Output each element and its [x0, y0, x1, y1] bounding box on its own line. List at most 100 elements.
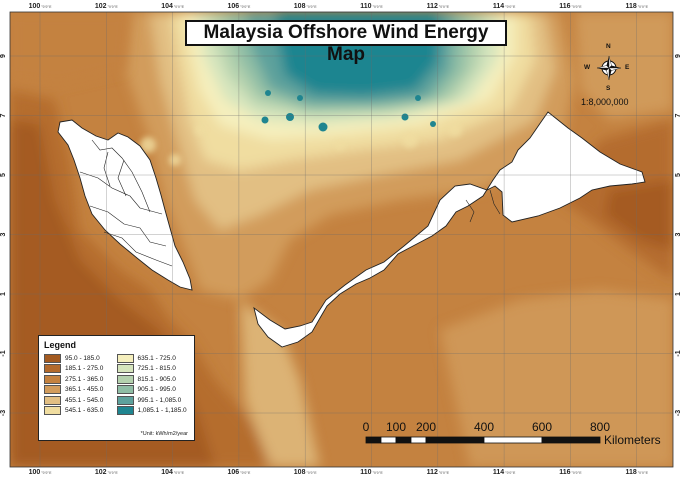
legend-label: 995.1 - 1,085.0 — [137, 396, 182, 404]
longitude-tick-label: 106°0'0"E — [227, 469, 250, 476]
legend-item: 455.1 - 545.0 — [44, 395, 117, 406]
longitude-tick-label: 102°0'0"E — [95, 469, 118, 476]
legend-item: 995.1 - 1,085.0 — [116, 395, 190, 406]
latitude-tick-label: 5 — [0, 173, 7, 177]
legend-unit-note: *Unit: kWh/m2/year — [140, 431, 188, 437]
legend-label: 545.1 - 635.0 — [65, 407, 104, 415]
latitude-tick-label: 9 — [675, 54, 682, 58]
longitude-tick-label: 102°0'0"E — [95, 3, 118, 10]
scale-label: 400 — [473, 420, 495, 434]
legend-swatch — [116, 364, 134, 374]
longitude-tick-label: 118°0'0"E — [625, 469, 648, 476]
legend-item: 365.1 - 455.0 — [44, 385, 117, 396]
latitude-tick-label: 9 — [0, 54, 7, 58]
longitude-tick-label: 110°0'0"E — [360, 3, 383, 10]
legend-item: 1,085.1 - 1,185.0 — [116, 406, 190, 417]
longitude-tick-label: 104°0'0"E — [161, 3, 184, 10]
latitude-tick-label: -1 — [675, 350, 682, 356]
borneo-malaysia-land — [253, 111, 646, 348]
legend-swatch — [44, 353, 61, 363]
legend-label: 455.1 - 545.0 — [65, 396, 104, 404]
latitude-tick-label: -1 — [0, 350, 7, 356]
compass-west-label: W — [584, 64, 591, 71]
scale-bar — [365, 436, 601, 444]
legend-column-right: 635.1 - 725.0 725.1 - 815.0 815.1 - 905.… — [116, 353, 190, 417]
legend-item: 815.1 - 905.0 — [116, 374, 190, 385]
legend-label: 635.1 - 725.0 — [137, 354, 176, 362]
scale-label: 800 — [589, 420, 611, 434]
raster-spots — [140, 123, 462, 166]
legend-label: 275.1 - 365.0 — [65, 375, 104, 383]
legend-swatch — [44, 364, 61, 374]
scale-label: 600 — [531, 420, 553, 434]
raster-deep-spots — [261, 90, 436, 132]
scale-label: 100 — [385, 420, 407, 434]
longitude-tick-label: 108°0'0"E — [294, 3, 317, 10]
longitude-tick-label: 108°0'0"E — [294, 469, 317, 476]
latitude-tick-label: 7 — [675, 113, 682, 117]
legend-title: Legend — [44, 340, 77, 350]
legend-swatch — [44, 385, 61, 395]
longitude-tick-label: 112°0'0"E — [427, 3, 450, 10]
longitude-tick-label: 100°0'0"E — [29, 469, 52, 476]
legend-label: 185.1 - 275.0 — [65, 365, 104, 373]
latitude-tick-label: 1 — [675, 292, 682, 296]
latitude-tick-label: 3 — [0, 232, 7, 236]
scale-ratio-text: 1:8,000,000 — [581, 97, 629, 107]
legend-label: 1,085.1 - 1,185.0 — [137, 407, 187, 415]
longitude-tick-label: 104°0'0"E — [161, 469, 184, 476]
legend-label: 725.1 - 815.0 — [137, 365, 176, 373]
legend-swatch — [44, 406, 61, 416]
legend-swatch — [116, 353, 134, 363]
latitude-tick-label: 1 — [0, 292, 7, 296]
longitude-tick-label: 106°0'0"E — [227, 3, 250, 10]
legend-item: 635.1 - 725.0 — [116, 353, 190, 364]
longitude-tick-label: 114°0'0"E — [493, 469, 516, 476]
zone-northeast — [575, 12, 673, 120]
compass-south-label: S — [606, 85, 611, 92]
scale-label: 0 — [362, 420, 370, 434]
legend-label: 815.1 - 905.0 — [137, 375, 176, 383]
longitude-tick-label: 110°0'0"E — [360, 469, 383, 476]
legend-swatch — [116, 385, 134, 395]
longitude-tick-label: 112°0'0"E — [427, 469, 450, 476]
peninsular-malaysia-land — [57, 119, 193, 291]
latitude-tick-label: 3 — [675, 232, 682, 236]
longitude-tick-label: 114°0'0"E — [493, 3, 516, 10]
graticule-labels: 100°0'0"E 100°0'0"E 102°0'0"E 102°0'0"E 104°… — [0, 3, 682, 476]
legend-item: 95.0 - 185.0 — [44, 353, 117, 364]
legend-column-left: 95.0 - 185.0 185.1 - 275.0 275.1 - 365.0… — [44, 353, 117, 416]
legend-box: Legend 95.0 - 185.0 185.1 - 275.0 275.1 … — [38, 335, 195, 441]
borneo-boundaries — [465, 189, 501, 223]
legend-swatch — [116, 406, 134, 416]
compass-north-label: N — [606, 43, 611, 50]
legend-swatch — [116, 374, 134, 384]
legend-swatch — [116, 395, 134, 405]
latitude-tick-label: -3 — [0, 410, 7, 416]
legend-columns: 95.0 - 185.0 185.1 - 275.0 275.1 - 365.0… — [44, 353, 189, 416]
map-title: Malaysia Offshore Wind Energy Map — [185, 20, 507, 65]
compass-east-label: E — [625, 64, 630, 71]
legend-swatch — [44, 395, 61, 405]
legend-swatch — [44, 374, 61, 384]
zone-east-lowest — [605, 180, 673, 250]
longitude-tick-label: 100°0'0"E — [29, 3, 52, 10]
scale-label: 200 — [415, 420, 437, 434]
legend-item: 725.1 - 815.0 — [116, 364, 190, 375]
north-arrow-icon — [596, 55, 622, 81]
scale-unit-label: Kilometers — [604, 433, 661, 447]
legend-item: 185.1 - 275.0 — [44, 364, 117, 375]
longitude-tick-label: 116°0'0"E — [559, 3, 582, 10]
latitude-tick-label: -3 — [675, 410, 682, 416]
latitude-tick-label: 7 — [0, 113, 7, 117]
legend-item: 905.1 - 995.0 — [116, 385, 190, 396]
latitude-tick-label: 5 — [675, 173, 682, 177]
legend-label: 95.0 - 185.0 — [65, 354, 100, 362]
zone-south-corridor — [240, 300, 320, 467]
legend-item: 545.1 - 635.0 — [44, 406, 117, 417]
longitude-tick-label: 118°0'0"E — [625, 3, 648, 10]
legend-label: 905.1 - 995.0 — [137, 386, 176, 394]
longitude-tick-label: 116°0'0"E — [559, 469, 582, 476]
legend-label: 365.1 - 455.0 — [65, 386, 104, 394]
